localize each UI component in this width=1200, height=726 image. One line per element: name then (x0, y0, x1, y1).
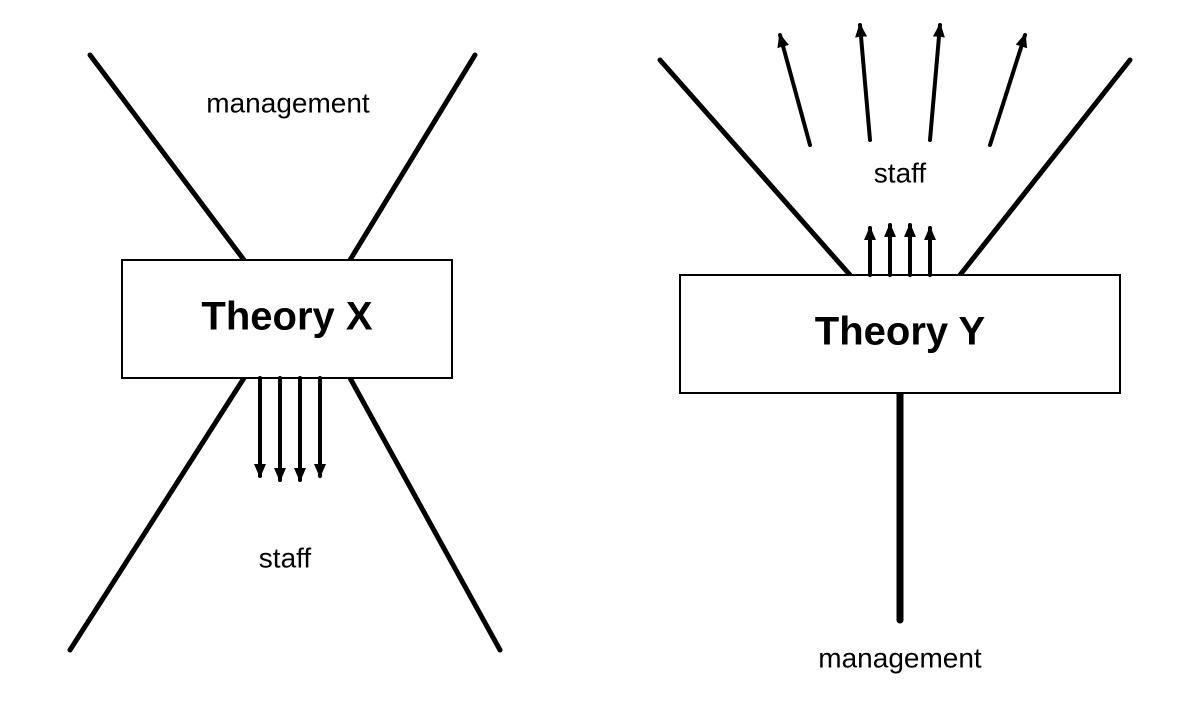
theory-y-long-arrow-1 (860, 25, 870, 140)
theory-x-bottom-label: staff (259, 542, 312, 573)
theory-y-long-arrow-2 (930, 25, 940, 140)
theory-y-v-line-0 (660, 60, 850, 275)
theory-x-v-line-0 (90, 55, 244, 260)
theory-y-long-arrow-3 (990, 35, 1025, 145)
theory-y-top-label: staff (874, 157, 927, 188)
theory-x-v-line-2 (70, 378, 244, 650)
theory-x-v-line-1 (350, 55, 475, 260)
theory-y-title: Theory Y (815, 310, 986, 354)
theory-y-bottom-label: management (818, 642, 982, 673)
theory-x-title: Theory X (201, 295, 372, 339)
theory-y-v-line-1 (960, 60, 1130, 275)
theory-x-top-label: management (206, 87, 370, 118)
theory-y-long-arrow-0 (780, 35, 810, 145)
theory-x-v-line-3 (350, 378, 500, 650)
